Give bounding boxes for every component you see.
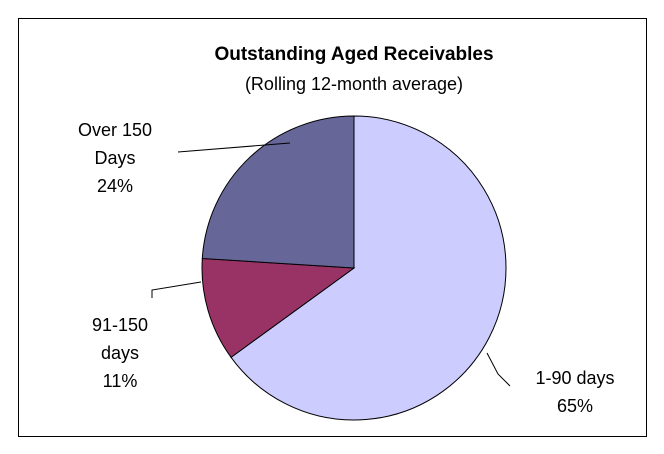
- slice-label: Over 150 Days: [77, 120, 153, 168]
- slice-value-label: 11%: [102, 371, 138, 391]
- pie: [201, 115, 507, 421]
- slice-label: 91-150 days: [91, 315, 149, 363]
- pie-slice: [201, 115, 355, 269]
- leader-line: [177, 142, 291, 153]
- slice-value-label: 24%: [96, 176, 134, 196]
- pie-slice: [201, 257, 356, 359]
- slice-label: 1-90 days: [535, 368, 615, 388]
- leader-line: [486, 352, 511, 387]
- pie-slice: [230, 115, 507, 421]
- slice-value-label: 65%: [556, 396, 594, 416]
- chart-title: Outstanding Aged Receivables: [214, 44, 494, 65]
- leader-line: [151, 281, 202, 298]
- chart-subtitle: (Rolling 12-month average): [244, 74, 464, 94]
